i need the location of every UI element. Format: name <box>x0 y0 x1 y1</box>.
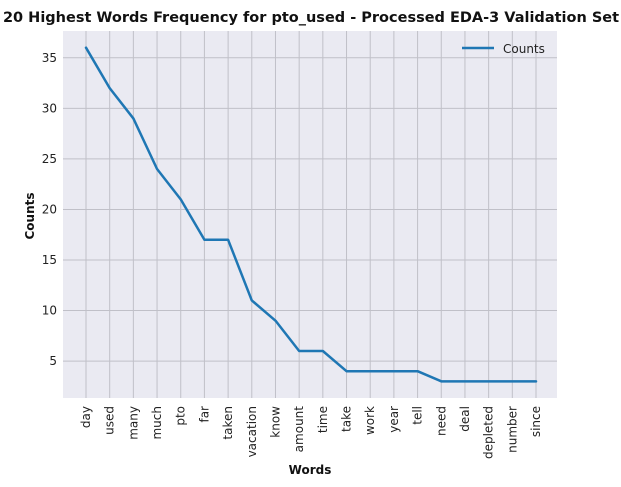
series-layer <box>84 46 538 383</box>
x-tick-label: far <box>197 406 211 423</box>
x-tick-label: since <box>529 406 543 437</box>
y-tick-label: 25 <box>42 152 57 166</box>
y-axis-label: Counts <box>23 192 37 239</box>
x-tick-label: pto <box>174 406 188 426</box>
x-axis-label: Words <box>289 463 332 477</box>
x-tick-label: much <box>150 406 164 440</box>
y-axis-ticks: 5 10 15 20 25 30 35 <box>42 51 57 368</box>
x-tick-label: taken <box>221 406 235 440</box>
legend-label-counts: Counts <box>503 42 545 56</box>
y-tick-label: 30 <box>42 101 57 115</box>
y-tick-label: 20 <box>42 202 57 216</box>
x-tick-label: year <box>387 406 401 433</box>
chart-title: 20 Highest Words Frequency for pto_used … <box>3 10 619 26</box>
y-tick-label: 35 <box>42 51 57 65</box>
plot-area <box>63 31 557 398</box>
x-tick-label: vacation <box>245 406 259 457</box>
series-line-counts <box>84 46 538 383</box>
x-tick-label: know <box>268 406 282 438</box>
x-tick-label: take <box>340 406 354 432</box>
y-tick-label: 15 <box>42 253 57 267</box>
x-tick-label: amount <box>292 406 306 453</box>
x-tick-label: used <box>103 406 117 435</box>
y-tick-label: 10 <box>42 304 57 318</box>
x-tick-label: work <box>363 406 377 435</box>
x-tick-label: deal <box>458 406 472 432</box>
x-tick-label: time <box>316 406 330 433</box>
x-tick-label: depleted <box>482 406 496 459</box>
grid-lines <box>63 31 557 398</box>
x-tick-label: many <box>126 406 140 440</box>
x-tick-label: tell <box>411 406 425 425</box>
legend: Counts <box>462 42 545 56</box>
x-tick-label: number <box>505 406 519 453</box>
y-tick-label: 5 <box>49 354 57 368</box>
x-tick-label: need <box>434 406 448 436</box>
x-tick-label: day <box>79 406 93 428</box>
x-axis-ticks: day used many much pto far taken vacation know am… <box>79 406 543 459</box>
